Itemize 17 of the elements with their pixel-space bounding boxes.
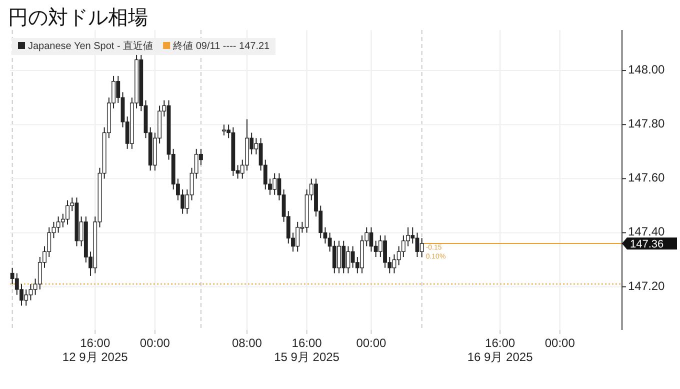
y-tick-label: 148.00	[628, 62, 666, 77]
ref-line-label: 147.36	[630, 238, 664, 251]
candlestick	[420, 238, 424, 258]
chart-title: 円の対ドル相場	[8, 7, 148, 29]
y-tick-label: 147.20	[628, 278, 666, 293]
y-tick-label: 147.40	[628, 224, 666, 239]
y-tick-label: 147.60	[628, 170, 666, 185]
x-tick-label: 00:00	[544, 336, 576, 350]
x-tick-label: 16:00 12 9月 2025	[62, 336, 128, 364]
x-tick-label: 16:00 16 9月 2025	[467, 336, 534, 364]
x-tick-label: 00:00	[356, 336, 387, 350]
x-tick-label: 08:00	[232, 336, 262, 350]
legend-label: Japanese Yen Spot - 直近値	[28, 40, 154, 52]
x-tick-label: 00:00	[140, 336, 170, 350]
y-tick-label: 147.80	[628, 116, 666, 131]
legend-label: 終値 09/11 ---- 147.21	[172, 40, 270, 52]
x-tick-label: 16:00 15 9月 2025	[274, 336, 340, 364]
